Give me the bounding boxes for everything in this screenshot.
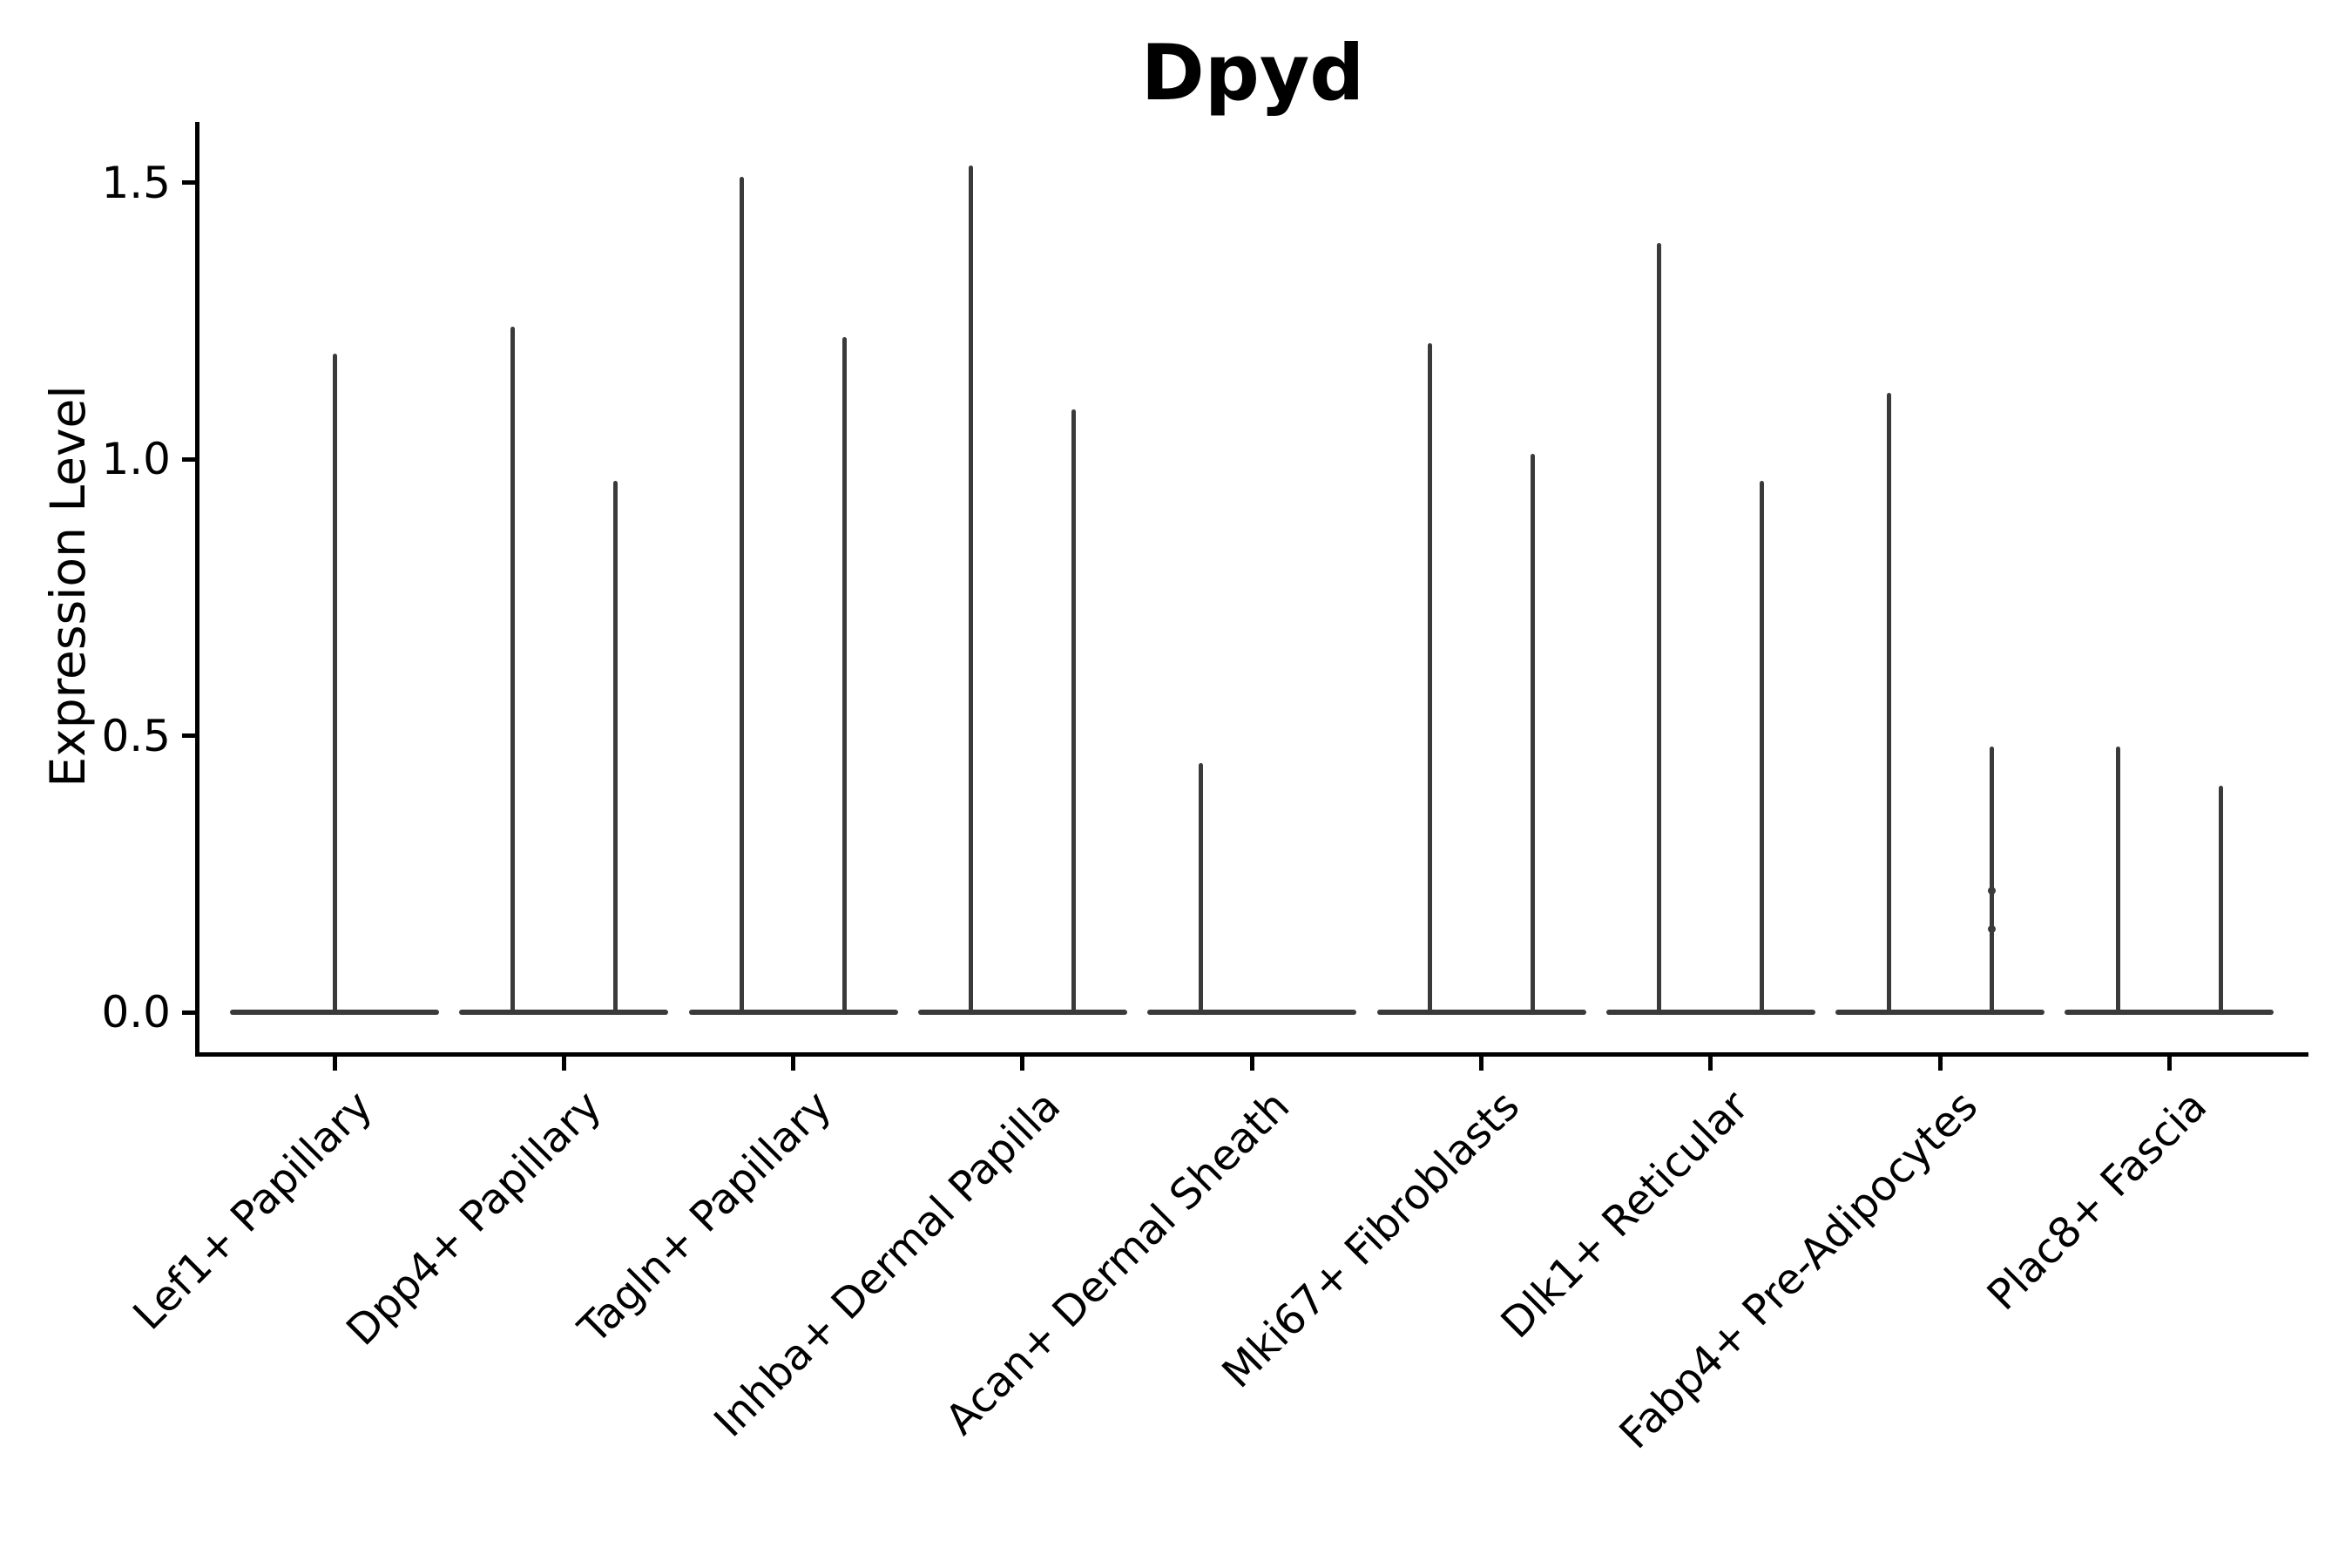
x-tick-label: Dlk1+ Reticular: [1491, 1081, 1758, 1348]
violin-spike: [1886, 392, 1891, 1012]
y-tick-mark: [182, 456, 195, 462]
violin-body: [688, 1010, 898, 1015]
violin-body: [230, 1010, 439, 1015]
violin-spike: [842, 337, 848, 1012]
violin-body: [1147, 1010, 1357, 1015]
violin-spike: [1760, 481, 1765, 1012]
violin-spike: [2115, 747, 2120, 1012]
y-tick-mark: [182, 180, 195, 185]
x-axis-spine: [195, 1052, 2308, 1057]
plot-title: Dpyd: [1140, 28, 1365, 118]
x-tick-mark: [1020, 1057, 1025, 1071]
violin-spike: [332, 354, 337, 1012]
x-tick-label: Tagln+ Papillary: [569, 1081, 841, 1354]
x-tick-label: Plac8+ Fascia: [1978, 1081, 2217, 1321]
violin-body: [2065, 1010, 2274, 1015]
y-tick-label: 1.5: [101, 157, 171, 208]
violin-spike: [1428, 342, 1432, 1012]
violin-spike: [1989, 747, 1994, 1012]
x-tick-mark: [332, 1057, 337, 1071]
violin-spike: [1198, 763, 1203, 1012]
x-tick-mark: [1249, 1057, 1254, 1071]
violin-spike: [1657, 243, 1662, 1012]
violin-spike: [1071, 409, 1077, 1012]
violin-body: [1835, 1010, 2045, 1015]
violin-density-knot: [1987, 886, 1996, 895]
x-tick-mark: [1937, 1057, 1943, 1071]
x-tick-mark: [791, 1057, 796, 1071]
violin-spike: [612, 481, 618, 1012]
violin-spike: [2218, 785, 2223, 1012]
x-tick-label: Lef1+ Papillary: [124, 1081, 382, 1340]
y-tick-label: 0.0: [101, 987, 171, 1037]
violin-spike: [510, 326, 515, 1012]
x-tick-mark: [561, 1057, 566, 1071]
y-tick-mark: [182, 733, 195, 738]
violin-body: [1376, 1010, 1586, 1015]
x-tick-mark: [2166, 1057, 2172, 1071]
violin-body: [917, 1010, 1127, 1015]
x-tick-mark: [1708, 1057, 1713, 1071]
y-axis-spine: [195, 122, 199, 1057]
violin-body: [459, 1010, 669, 1015]
y-tick-mark: [182, 1010, 195, 1015]
x-tick-mark: [1479, 1057, 1484, 1071]
y-tick-label: 1.0: [101, 434, 171, 484]
violin-spike: [740, 177, 745, 1012]
violin-density-knot: [1987, 925, 1996, 934]
y-tick-label: 0.5: [101, 710, 171, 761]
x-tick-label: Dpp4+ Papillary: [337, 1081, 612, 1355]
violin-body: [1605, 1010, 1815, 1015]
violin-spike: [1531, 453, 1535, 1012]
violin-spike: [969, 166, 974, 1012]
